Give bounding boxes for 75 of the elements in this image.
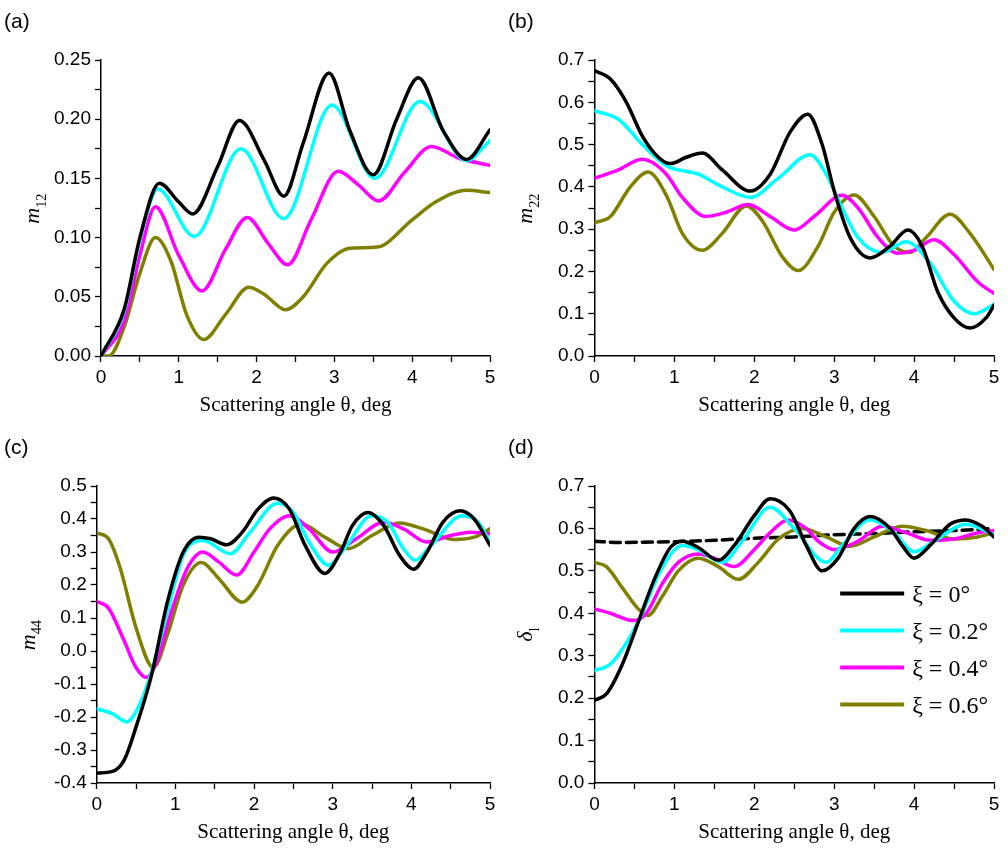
x-tick-label: 4	[406, 365, 418, 387]
y-tick-label: 0.2	[557, 686, 585, 708]
y-axis-title: m44	[14, 620, 45, 651]
x-tick-label: 4	[908, 365, 920, 387]
y-tick-label: 0.5	[557, 132, 585, 154]
y-tick-label: 0.6	[557, 90, 585, 112]
line-series	[594, 157, 994, 296]
x-axis-title: Scattering angle θ, deg	[698, 391, 891, 416]
y-tick-label: 0.1	[557, 301, 585, 323]
y-tick-label: 0.3	[60, 540, 87, 562]
x-tick-label: 5	[988, 792, 1000, 814]
y-tick-label: 0.0	[557, 344, 585, 366]
y-tick-label: 0.2	[60, 573, 87, 595]
x-tick-label: 5	[988, 365, 1000, 387]
chart-title: (b)	[508, 9, 534, 32]
legend-label: ξ = 0.4°	[912, 654, 989, 681]
y-tick-label: 0.4	[557, 175, 585, 197]
line-series	[594, 108, 994, 316]
x-tick-label: 1	[170, 792, 181, 814]
legend-label: ξ = 0°	[912, 580, 971, 607]
y-tick-label: 0.10	[54, 225, 91, 247]
y-tick-label: 0.4	[60, 507, 88, 529]
x-tick-label: 2	[748, 365, 760, 387]
y-axis-title: δl	[512, 627, 543, 642]
x-tick-label: 4	[406, 792, 418, 814]
x-tick-label: 2	[248, 792, 260, 814]
y-tick-label: 0.6	[557, 516, 585, 538]
x-tick-label: 1	[669, 792, 680, 814]
x-tick-label: 1	[173, 365, 185, 387]
y-tick-label: -0.1	[53, 672, 87, 694]
x-tick-label: 2	[748, 792, 760, 814]
y-tick-label: 0.3	[557, 643, 585, 665]
y-tick-label: 0.00	[54, 344, 91, 366]
y-tick-label: 0.1	[60, 606, 87, 628]
x-axis-title: Scattering angle θ, deg	[199, 391, 392, 416]
y-tick-label: 0.20	[54, 107, 91, 129]
x-tick-label: 0	[91, 792, 103, 814]
y-tick-label: -0.4	[53, 771, 88, 793]
x-tick-label: 4	[908, 792, 920, 814]
x-tick-label: 0	[95, 365, 107, 387]
y-tick-label: -0.2	[53, 705, 87, 727]
y-tick-label: 0.05	[54, 285, 91, 307]
legend-label: ξ = 0.6°	[912, 691, 989, 718]
x-axis-title: Scattering angle θ, deg	[698, 818, 891, 843]
x-tick-label: 5	[484, 365, 496, 387]
x-tick-label: 3	[327, 792, 338, 814]
y-tick-label: 0.0	[60, 639, 87, 661]
x-tick-label: 3	[329, 365, 340, 387]
y-tick-label: 0.4	[557, 601, 585, 623]
y-tick-label: -0.3	[53, 738, 87, 760]
y-tick-label: 0.5	[60, 474, 87, 496]
x-tick-label: 3	[828, 792, 840, 814]
y-tick-label: 0.15	[54, 166, 91, 188]
x-tick-label: 5	[484, 792, 496, 814]
y-tick-label: 0.7	[557, 474, 585, 496]
x-tick-label: 1	[669, 365, 680, 387]
y-tick-label: 0.5	[557, 559, 585, 581]
y-tick-label: 0.3	[557, 217, 585, 239]
y-axis-title: m12	[18, 193, 49, 224]
legend-label: ξ = 0.2°	[912, 617, 989, 644]
y-tick-label: 0.0	[557, 771, 585, 793]
chart-title: (d)	[508, 435, 534, 458]
y-tick-label: 0.7	[557, 48, 585, 70]
y-tick-label: 0.1	[557, 728, 585, 750]
line-series	[594, 170, 994, 273]
chart-title: (c)	[4, 435, 29, 458]
x-tick-label: 2	[251, 365, 262, 387]
x-tick-label: 0	[589, 365, 600, 387]
y-axis-title: m22	[512, 193, 543, 224]
chart-title: (a)	[4, 9, 30, 32]
y-tick-label: 0.2	[557, 259, 585, 281]
x-tick-label: 0	[589, 792, 600, 814]
y-tick-label: 0.25	[54, 48, 91, 70]
x-axis-title: Scattering angle θ, deg	[197, 818, 390, 843]
x-tick-label: 3	[828, 365, 840, 387]
